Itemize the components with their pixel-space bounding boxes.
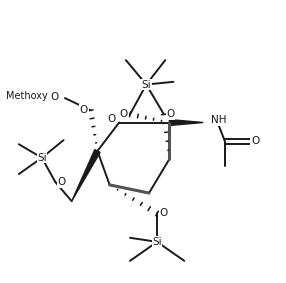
Text: O: O [80,105,88,115]
Polygon shape [72,150,100,201]
Text: Methoxy: Methoxy [6,91,48,101]
Text: O: O [50,92,58,102]
Text: Si: Si [142,80,151,89]
Text: Si: Si [37,153,47,163]
Text: O: O [57,177,65,187]
Text: O: O [119,109,127,119]
Text: NH: NH [211,115,226,125]
Polygon shape [169,119,203,125]
Text: O: O [166,109,175,119]
Text: O: O [251,136,259,147]
Text: Si: Si [152,237,162,247]
Text: O: O [160,208,168,218]
Text: O: O [108,114,116,124]
